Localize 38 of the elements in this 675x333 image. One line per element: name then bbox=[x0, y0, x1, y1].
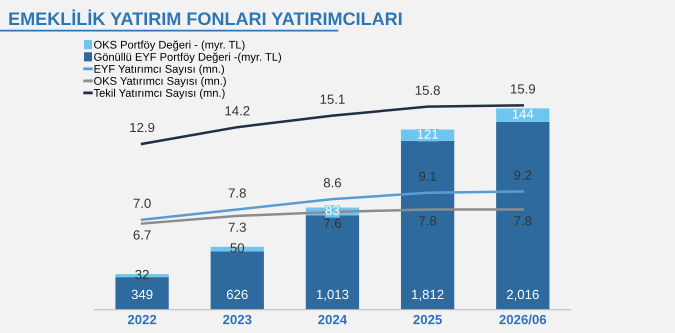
x-tick-label: 2023 bbox=[223, 314, 252, 324]
data-label: 121 bbox=[418, 129, 438, 139]
data-label: 15.8 bbox=[416, 86, 440, 95]
bar bbox=[400, 140, 454, 310]
data-label: 15.1 bbox=[320, 94, 345, 104]
data-label: 7.8 bbox=[419, 216, 436, 226]
legend-label: OKS Yatırımcı Sayısı (mn.) bbox=[94, 76, 226, 88]
data-label: 7.0 bbox=[134, 198, 151, 208]
data-label: 7.3 bbox=[228, 222, 246, 232]
x-tick-label: 2022 bbox=[128, 314, 156, 324]
x-tick-label: 2024 bbox=[318, 314, 348, 324]
data-label: 2,016 bbox=[506, 290, 539, 301]
legend-label: Gönüllü EYF Portföy Değeri -(myr. TL) bbox=[94, 52, 281, 64]
data-label: 349 bbox=[132, 290, 152, 300]
legend-label: Tekil Yatırımcı Sayısı (mn.) bbox=[94, 88, 225, 100]
data-label: 15.9 bbox=[510, 84, 536, 94]
data-label: 12.9 bbox=[130, 122, 154, 132]
data-label: 626 bbox=[226, 290, 248, 300]
data-label: 9.2 bbox=[514, 170, 532, 180]
data-label: 83 bbox=[326, 206, 340, 215]
data-label: 6.7 bbox=[134, 230, 151, 240]
x-tick-label: 2025 bbox=[413, 314, 442, 324]
data-label: 8.6 bbox=[324, 178, 342, 188]
x-tick-label: 2026/06 bbox=[499, 314, 546, 324]
data-label: 7.6 bbox=[324, 218, 342, 228]
data-label: 9.1 bbox=[419, 172, 436, 182]
data-label: 1,812 bbox=[412, 290, 444, 301]
data-label: 144 bbox=[512, 109, 534, 119]
chart-title: EMEKLİLİK YATIRIM FONLARI YATIRIMCILARI bbox=[9, 10, 402, 26]
legend-label: OKS Portföy Değeri - (myr. TL) bbox=[94, 40, 245, 51]
bar bbox=[306, 215, 360, 310]
bar bbox=[210, 251, 264, 310]
bar bbox=[496, 122, 550, 310]
data-label: 14.2 bbox=[225, 106, 250, 116]
data-label: 1,013 bbox=[316, 290, 348, 301]
data-label: 7.8 bbox=[228, 188, 246, 198]
legend-label: EYF Yatırımcı Sayısı (mn.) bbox=[94, 64, 224, 76]
data-label: 7.8 bbox=[514, 216, 532, 226]
